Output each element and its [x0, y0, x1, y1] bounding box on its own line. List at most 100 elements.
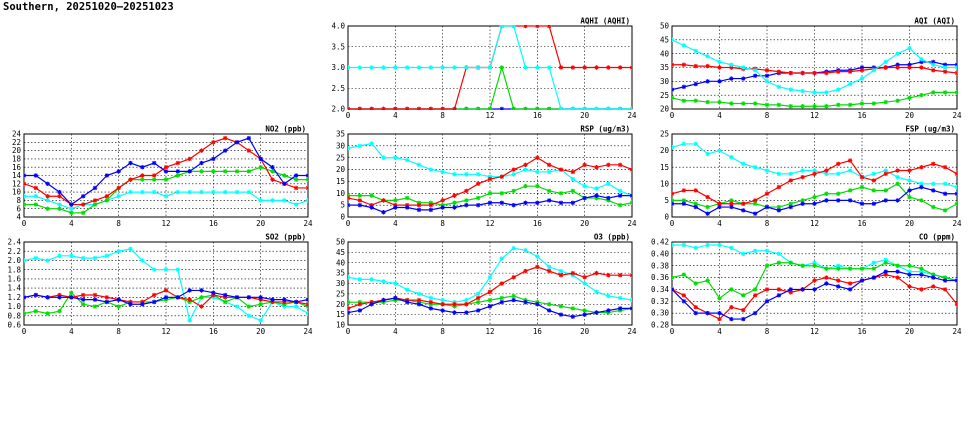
- data-point: [475, 291, 481, 297]
- data-point: [24, 295, 27, 300]
- x-tick-label: 4: [717, 219, 722, 228]
- data-point: [836, 266, 841, 271]
- data-point: [717, 316, 722, 322]
- data-point: [211, 290, 216, 295]
- data-point: [381, 198, 386, 203]
- x-tick-label: 16: [857, 111, 867, 120]
- data-point: [705, 99, 710, 105]
- data-point: [931, 68, 936, 73]
- x-tick-label: 12: [810, 327, 819, 336]
- data-point: [116, 185, 121, 191]
- data-point: [357, 193, 363, 198]
- y-tick-label: 24: [12, 130, 22, 139]
- data-point: [729, 155, 734, 160]
- data-point: [895, 65, 900, 70]
- data-point: [163, 194, 169, 199]
- data-point: [558, 268, 564, 274]
- x-tick-label: 0: [670, 327, 675, 336]
- x-tick-label: 0: [670, 111, 675, 120]
- y-tick-label: 35: [660, 63, 669, 72]
- data-point: [672, 287, 675, 292]
- data-point: [357, 143, 363, 149]
- x-tick-label: 24: [952, 327, 962, 336]
- data-point: [104, 295, 110, 300]
- y-tick-label: 0: [664, 213, 669, 222]
- data-point: [487, 297, 493, 303]
- y-tick-label: 8: [16, 196, 21, 205]
- data-point: [836, 263, 841, 268]
- data-point: [33, 194, 39, 199]
- data-point: [812, 263, 817, 268]
- data-point: [812, 201, 817, 206]
- series-green: [672, 260, 957, 301]
- data-point: [69, 295, 74, 300]
- data-point: [222, 295, 228, 300]
- data-point: [523, 268, 528, 274]
- data-point: [487, 106, 493, 110]
- data-point: [80, 202, 86, 207]
- x-tick-label: 12: [485, 327, 494, 336]
- data-point: [606, 162, 611, 168]
- data-point: [776, 184, 782, 190]
- data-point: [440, 205, 445, 210]
- data-point: [776, 204, 782, 210]
- data-point: [812, 168, 817, 173]
- data-point: [69, 290, 74, 295]
- data-point: [33, 308, 39, 314]
- x-tick-label: 4: [393, 219, 398, 228]
- data-point: [45, 181, 50, 186]
- data-point: [919, 272, 924, 277]
- data-point: [942, 287, 948, 292]
- series-cyan: [24, 189, 308, 211]
- data-point: [116, 249, 121, 254]
- y-tick-label: 2.5: [331, 84, 345, 93]
- data-point: [348, 306, 351, 311]
- data-point: [693, 281, 698, 286]
- data-point: [211, 189, 216, 195]
- data-point: [499, 65, 505, 70]
- data-point: [187, 189, 192, 195]
- data-point: [452, 65, 457, 70]
- data-point: [582, 183, 587, 189]
- x-tick-label: 16: [209, 219, 219, 228]
- data-point: [883, 168, 888, 173]
- data-point: [24, 202, 27, 207]
- data-point: [348, 65, 351, 70]
- data-point: [92, 292, 98, 298]
- data-point: [33, 255, 39, 261]
- data-point: [428, 65, 434, 70]
- data-point: [582, 162, 587, 168]
- y-tick-label: 10: [660, 179, 670, 188]
- y-tick-label: 5: [664, 196, 669, 205]
- data-point: [305, 311, 308, 316]
- data-point: [570, 270, 576, 276]
- x-tick-label: 16: [533, 327, 543, 336]
- y-tick-label: 20: [336, 165, 346, 174]
- data-point: [175, 189, 181, 195]
- data-point: [523, 167, 528, 172]
- data-point: [871, 266, 877, 271]
- y-tick-label: 25: [336, 289, 345, 298]
- data-point: [511, 167, 516, 172]
- data-point: [693, 305, 698, 310]
- data-point: [594, 65, 599, 70]
- x-tick-label: 4: [69, 219, 74, 228]
- data-point: [428, 106, 434, 110]
- data-point: [594, 165, 599, 170]
- series-blue: [24, 135, 308, 207]
- y-tick-label: 30: [336, 141, 346, 150]
- data-point: [381, 106, 386, 110]
- data-point: [672, 87, 675, 92]
- data-point: [475, 195, 481, 201]
- data-point: [847, 188, 853, 193]
- data-point: [92, 185, 98, 191]
- data-point: [499, 281, 505, 286]
- data-point: [511, 202, 516, 208]
- chart-title: O3 (ppb): [594, 233, 630, 242]
- data-point: [800, 70, 805, 76]
- y-tick-label: 0.42: [651, 238, 669, 247]
- data-point: [800, 88, 805, 94]
- x-tick-label: 16: [857, 327, 867, 336]
- data-point: [672, 191, 675, 196]
- data-point: [57, 206, 62, 211]
